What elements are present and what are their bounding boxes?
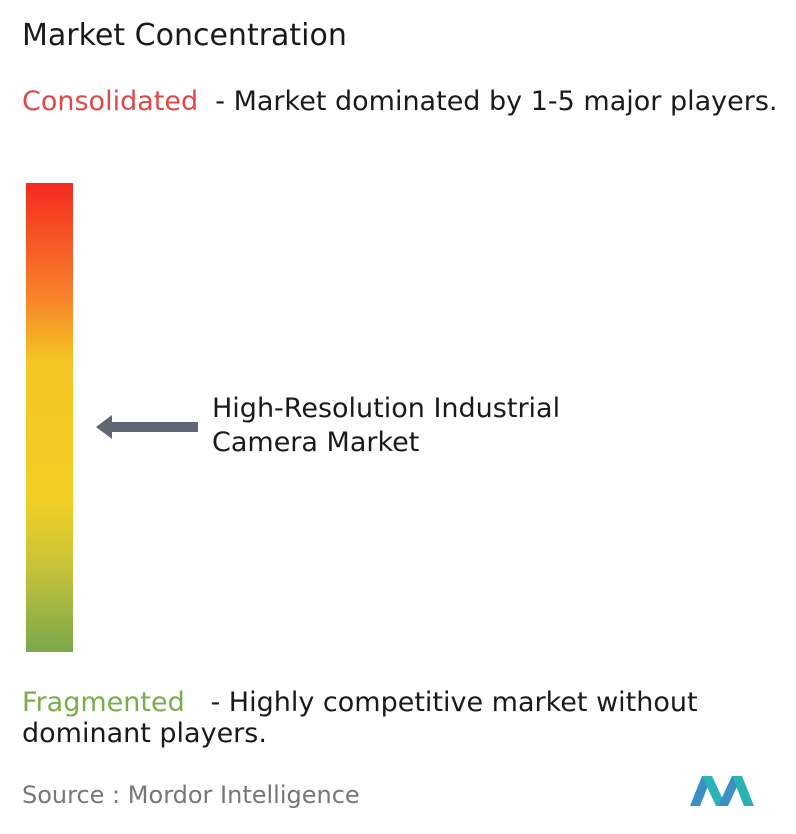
- logo-part: [702, 776, 726, 806]
- concentration-scale: [26, 183, 73, 652]
- consolidated-description: - Market dominated by 1-5 major players.: [215, 86, 778, 117]
- fragmented-description: - Highly competitive market without domi…: [22, 687, 698, 749]
- consolidated-text: Consolidated - Market dominated by 1-5 m…: [22, 86, 782, 117]
- consolidated-label: Consolidated: [22, 86, 199, 117]
- market-label: High-Resolution Industrial Camera Market: [212, 393, 561, 458]
- logo-part: [732, 776, 754, 806]
- fragmented-text: Fragmented - Highly competitive market w…: [22, 687, 782, 749]
- source-prefix: Source :: [22, 781, 121, 809]
- logo: [690, 776, 754, 806]
- source: Source : Mordor Intelligence: [22, 781, 360, 809]
- title: Market Concentration: [22, 18, 347, 53]
- arrow: [96, 415, 198, 439]
- source-name: Mordor Intelligence: [127, 781, 360, 809]
- arrow-shape: [96, 415, 198, 439]
- fragmented-label: Fragmented: [22, 687, 185, 718]
